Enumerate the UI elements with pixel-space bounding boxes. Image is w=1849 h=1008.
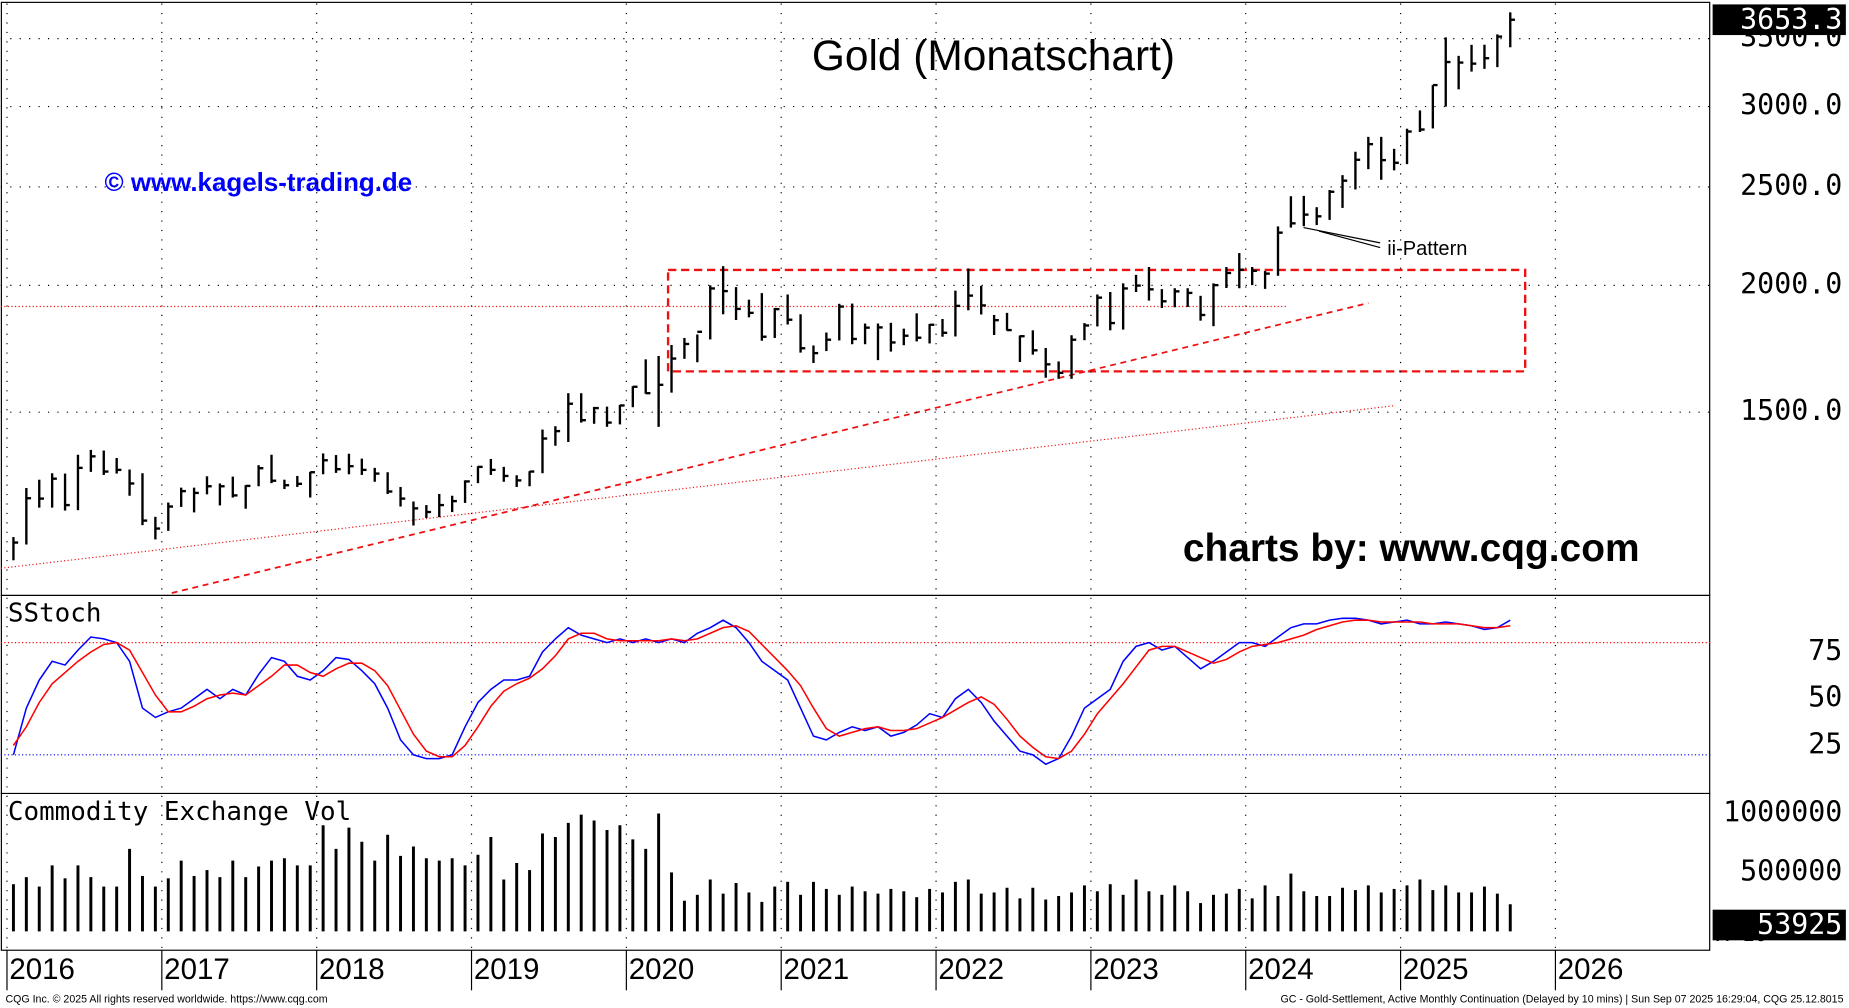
- y-tick-label: 2000.0: [1740, 267, 1842, 300]
- pattern-label: ii-Pattern: [1387, 238, 1467, 260]
- y-tick-label: 500000: [1740, 854, 1842, 887]
- y-tick-label: 50: [1808, 681, 1842, 714]
- last-value-box: [1712, 909, 1846, 941]
- x-tick-label: 2016: [9, 953, 75, 986]
- x-tick-label: 2025: [1403, 953, 1469, 986]
- panel-title: Commodity Exchange Vol: [8, 797, 351, 827]
- x-tick-label: 2017: [164, 953, 230, 986]
- panel-title: SStoch: [8, 599, 102, 629]
- x-tick-label: 2020: [629, 953, 695, 986]
- y-tick-label: 1000000: [1723, 795, 1842, 828]
- footer-left: CQG Inc. © 2025 All rights reserved worl…: [6, 994, 328, 1006]
- y-tick-label: 1500.0: [1740, 394, 1842, 427]
- plot-frame: [0, 1, 1711, 951]
- red-overlays: [0, 268, 1527, 594]
- last-value-label: 53925: [1757, 908, 1842, 941]
- y-tick-label: 2500.0: [1740, 169, 1842, 202]
- y-tick-label: 75: [1808, 634, 1842, 667]
- stoch-line: [12, 619, 1511, 760]
- pattern-arrows: [1303, 226, 1381, 249]
- x-tick-label: 2021: [784, 953, 850, 986]
- last-value-marker: 3653.3: [1712, 3, 1846, 36]
- x-tick-label: 2024: [1248, 953, 1314, 986]
- chart-title: Gold (Monatschart): [812, 32, 1175, 79]
- x-tick-label: 2018: [319, 953, 385, 986]
- last-value-marker: 53925: [1712, 908, 1846, 941]
- x-tick-label: 2022: [938, 953, 1004, 986]
- last-value-label: 3653.3: [1740, 3, 1842, 36]
- x-tick-label: 2026: [1558, 953, 1624, 986]
- x-tick-label: 2023: [1093, 953, 1159, 986]
- last-value-box: [1712, 4, 1846, 36]
- x-tick-label: 2019: [474, 953, 540, 986]
- credit: charts by: www.cqg.com: [1183, 527, 1640, 570]
- y-tick-label: 25: [1808, 727, 1842, 760]
- watermark: © www.kagels-trading.de: [105, 169, 413, 197]
- footer-right: GC - Gold-Settlement, Active Monthly Con…: [1280, 994, 1843, 1006]
- y-tick-label: 3000.0: [1740, 89, 1842, 122]
